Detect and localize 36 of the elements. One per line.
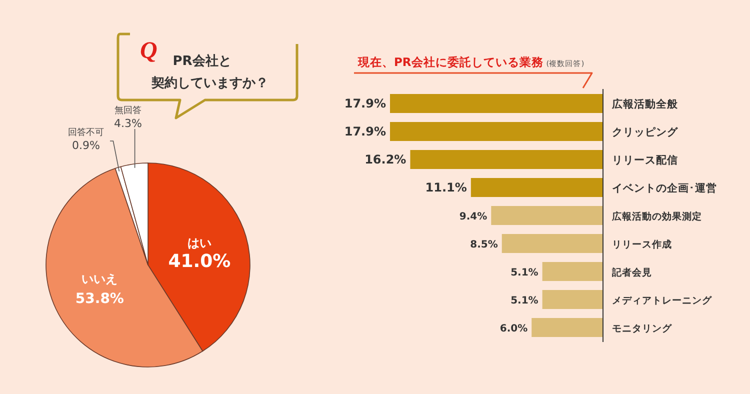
bar <box>390 94 603 113</box>
data-label: 41.0% <box>168 250 231 272</box>
data-label: 0.9% <box>72 139 100 152</box>
data-label: 6.0% <box>500 324 528 334</box>
slice-label: はい <box>187 236 212 250</box>
data-label: 17.9% <box>344 124 386 138</box>
y-tick-label: イベントの企画･運営 <box>612 182 717 194</box>
y-tick-label: 広報活動の効果測定 <box>611 210 702 222</box>
data-label: 53.8% <box>75 291 124 308</box>
bar <box>542 262 603 281</box>
data-label: 8.5% <box>470 240 498 250</box>
slice-label: 回答不可 <box>68 127 104 138</box>
bar <box>491 206 603 225</box>
data-label: 16.2% <box>364 152 406 166</box>
y-tick-label: リリース作成 <box>612 238 672 250</box>
bar <box>502 234 603 253</box>
bar <box>470 178 603 197</box>
data-label: 11.1% <box>425 180 467 194</box>
y-tick-label: クリッピング <box>612 126 679 138</box>
y-tick-label: リリース配信 <box>612 154 678 166</box>
bar <box>410 150 603 169</box>
y-tick-label: 広報活動全般 <box>611 98 679 110</box>
slice-label: いいえ <box>82 272 118 286</box>
chart-title: 現在、PR会社に委託している業務 <box>358 55 544 69</box>
bar <box>532 318 603 337</box>
bar <box>390 122 603 141</box>
data-label: 5.1% <box>510 296 538 306</box>
data-label: 5.1% <box>510 268 538 278</box>
data-label: 17.9% <box>344 96 386 110</box>
y-tick-label: 記者会見 <box>611 266 652 278</box>
data-label: 9.4% <box>459 212 488 222</box>
bar <box>542 290 603 309</box>
slice-label: 無回答 <box>114 105 142 116</box>
data-label: 4.3% <box>114 117 142 130</box>
y-tick-label: モニタリング <box>612 322 673 334</box>
y-tick-label: メディアトレーニング <box>612 294 713 306</box>
